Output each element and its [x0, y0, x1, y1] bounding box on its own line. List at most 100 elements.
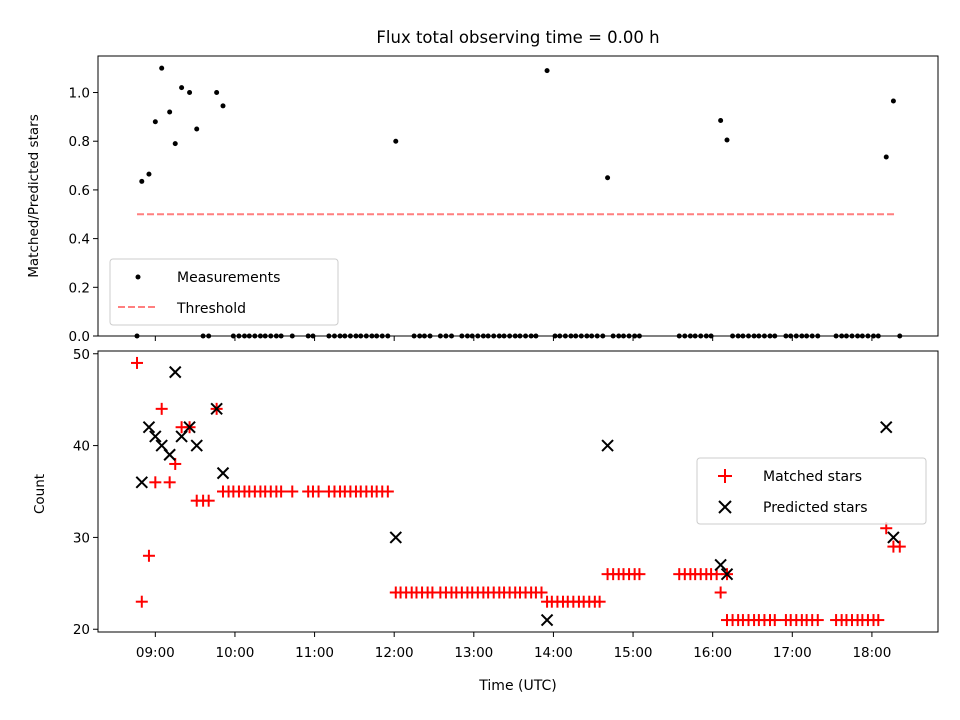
measurement-point: [214, 90, 220, 96]
count-plot-area: [131, 356, 906, 627]
matched-star-marker: [633, 568, 646, 581]
predicted-star-marker: [880, 421, 893, 434]
matched-star-marker: [149, 476, 162, 489]
predicted-star-stroke: [216, 466, 230, 480]
matched-star-marker: [275, 485, 288, 498]
ratio-y-tick-label: 0.8: [69, 134, 90, 150]
predicted-star-stroke: [190, 439, 203, 452]
count-y-axis-label: Count: [32, 474, 48, 514]
count-legend[interactable]: Matched stars Predicted stars: [696, 457, 927, 525]
matched-star-marker: [714, 586, 727, 599]
measurement-point: [167, 109, 173, 115]
count-y-tick-label: 20: [73, 622, 90, 638]
count-legend-box: [696, 457, 927, 525]
ratio-y-tick-label: 0.4: [69, 232, 90, 248]
measurement-point: [187, 90, 193, 96]
measurement-point: [890, 98, 896, 104]
matched-star-marker: [155, 402, 168, 415]
predicted-star-stroke: [183, 421, 196, 434]
matched-star-marker: [163, 476, 176, 489]
x-axis-label: Time (UTC): [478, 678, 556, 694]
predicted-star-marker: [163, 448, 176, 461]
predicted-star-stroke: [149, 430, 162, 443]
measurement-point: [159, 65, 165, 71]
ratio-y-tick-label: 0.0: [69, 329, 90, 345]
matched-star-marker: [893, 540, 906, 553]
predicted-star-marker: [714, 558, 727, 572]
predicted-star-marker: [135, 476, 148, 489]
predicted-star-stroke: [887, 531, 900, 544]
measurement-point: [605, 175, 611, 181]
predicted-star-marker: [887, 531, 900, 544]
count-y-ticks: 20 30 40 50: [73, 347, 98, 638]
predicted-star-stroke: [540, 613, 554, 627]
matched-star-marker: [135, 595, 148, 608]
x-tick-label: 15:00: [614, 645, 653, 661]
predicted-star-marker: [601, 439, 614, 452]
matched-star-marker: [131, 356, 144, 369]
predicted-star-stroke: [601, 439, 614, 452]
legend-measurements-marker: [135, 274, 141, 280]
x-tick-label: 18:00: [852, 645, 891, 661]
chart-title: Flux total observing time = 0.00 h: [376, 28, 659, 47]
predicted-star-stroke: [714, 558, 727, 572]
predicted-star-stroke: [389, 531, 402, 544]
measurement-point: [194, 126, 200, 132]
ratio-y-ticks: 0.0 0.2 0.4 0.6 0.8 1.0: [69, 86, 98, 345]
ratio-legend[interactable]: Measurements Threshold: [109, 258, 339, 326]
predicted-star-stroke: [720, 567, 734, 581]
legend-threshold-label: Threshold: [176, 301, 246, 317]
count-y-tick-label: 30: [73, 530, 90, 546]
legend-measurements-label: Measurements: [177, 270, 280, 286]
count-panel: Count 20 30 40 50 09:00 10:00 11:00 12:00 13:00…: [32, 347, 939, 661]
matched-star-marker: [872, 614, 885, 627]
predicted-star-stroke: [163, 448, 176, 461]
measurement-point: [883, 154, 889, 160]
predicted-star-marker: [142, 421, 156, 434]
predicted-star-marker: [190, 439, 203, 452]
measurement-point: [718, 118, 724, 124]
x-tick-label: 16:00: [693, 645, 732, 661]
measurement-point: [393, 138, 399, 144]
matched-star-marker: [142, 549, 155, 562]
legend-predicted-marker: [718, 500, 732, 514]
measurement-point: [220, 103, 226, 109]
matched-star-marker: [593, 595, 606, 608]
ratio-axes-frame: [97, 55, 939, 337]
x-tick-label: 14:00: [534, 645, 573, 661]
ratio-y-axis-label: Matched/Predicted stars: [26, 114, 42, 277]
predicted-star-marker: [389, 531, 402, 544]
predicted-star-stroke: [155, 439, 168, 452]
predicted-star-stroke: [135, 476, 148, 489]
count-axes-frame: [97, 350, 939, 633]
x-tick-label: 10:00: [215, 645, 254, 661]
x-tick-label: 11:00: [295, 645, 334, 661]
legend-matched-label: Matched stars: [763, 469, 862, 485]
matched-star-marker: [202, 494, 215, 507]
predicted-star-stroke: [169, 365, 182, 379]
measurement-point: [139, 178, 145, 184]
predicted-star-marker: [540, 613, 554, 627]
ratio-panel: Matched/Predicted stars 0.0 0.2 0.4 0.6 0.8 1…: [26, 55, 939, 345]
ratio-y-tick-label: 0.6: [69, 183, 90, 199]
x-tick-label: 13:00: [454, 645, 493, 661]
count-x-ticks: 09:00 10:00 11:00 12:00 13:00 14:00 15:00 16:00…: [136, 632, 891, 661]
predicted-star-marker: [210, 402, 223, 416]
measurement-point: [172, 141, 178, 147]
matched-star-marker: [312, 485, 325, 498]
count-y-tick-label: 40: [73, 439, 90, 455]
measurement-point: [544, 68, 550, 74]
ratio-legend-box: [109, 258, 339, 326]
predicted-star-stroke: [142, 421, 156, 434]
count-y-tick-label: 50: [73, 347, 90, 363]
measurement-point: [146, 171, 152, 177]
measurement-point: [724, 137, 730, 143]
x-tick-label: 17:00: [773, 645, 812, 661]
matched-star-marker: [811, 614, 824, 627]
predicted-star-marker: [216, 466, 230, 480]
measurement-point: [152, 119, 158, 125]
ratio-y-tick-label: 1.0: [69, 86, 90, 102]
matched-star-marker: [768, 614, 781, 627]
legend-predicted-label: Predicted stars: [763, 500, 868, 516]
